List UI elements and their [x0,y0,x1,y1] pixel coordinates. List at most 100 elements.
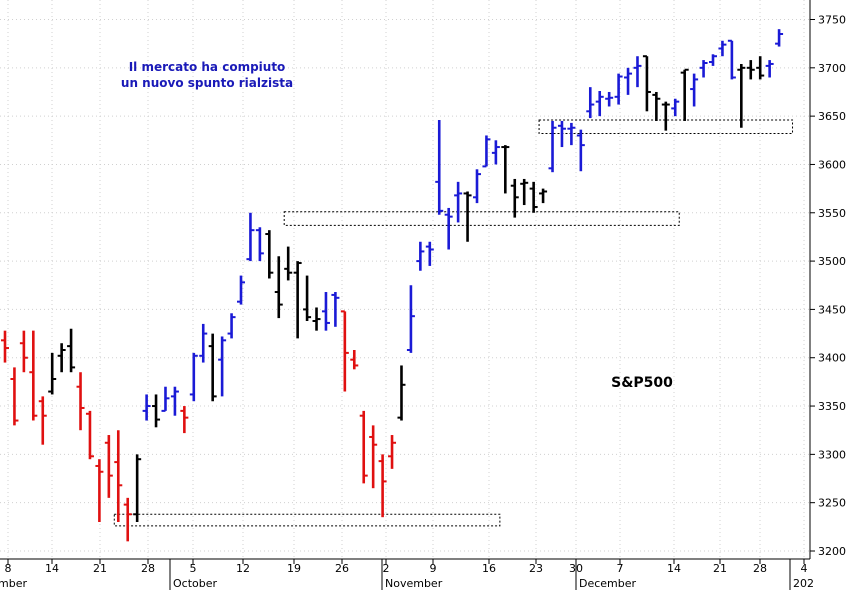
support-boxes [113,119,794,527]
ohlc-bar [567,122,576,146]
ohlc-bar [454,181,463,223]
ohlc-bar [10,367,19,426]
y-axis-ticks: 3200 3250 3300 3350 3400 3450 3500 3550 3600 3650… [810,14,846,558]
ohlc-bar [709,54,717,66]
ohlc-bar [699,60,708,78]
x-tick-label: 23 [529,562,543,575]
ohlc-bar [19,330,28,373]
month-label: October [173,577,217,590]
ohlc-bar [67,328,76,373]
ohlc-bar [85,410,94,460]
ohlc-bar [227,313,236,339]
annotation-line-2: un nuovo spunto rialzista [121,76,293,90]
ohlc-bar [133,454,142,523]
ohlc-bar [180,406,189,434]
ohlc-bar [614,73,623,105]
y-tick-label: 3600 [818,158,846,171]
ohlc-bar [756,56,765,80]
ohlc-bar [123,497,132,542]
ohlc-bar [29,330,38,421]
ohlc-bar [76,372,85,431]
ohlc-bar [444,207,453,250]
ohlc-bar [529,181,538,213]
ohlc-bar [775,29,784,47]
ohlc-bar [246,212,255,262]
x-tick-label: 28 [753,562,767,575]
y-tick-label: 3750 [818,14,846,27]
ohlc-bar [152,394,161,428]
ohlc-bar [255,227,264,262]
ohlc-bar [520,178,529,206]
y-tick-label: 3500 [818,255,846,268]
x-tick-label: 21 [713,562,727,575]
x-axis-ticks: 8 14 21 28 5 12 19 26 2 9 16 23 30 7 14 21 28 4 [5,559,808,575]
ohlc-bar [680,68,689,121]
x-tick-label: 5 [190,562,197,575]
ohlc-bar [265,230,274,279]
x-tick-label: 16 [482,562,496,575]
y-tick-label: 3650 [818,110,846,123]
ohlc-bar [199,323,208,363]
ohlc-bar [293,261,302,339]
month-label: 202 [793,577,814,590]
x-tick-label: 21 [93,562,107,575]
ohlc-bar [48,352,57,395]
x-tick-label: 12 [236,562,250,575]
ohlc-bar [737,63,746,128]
support-box [538,119,794,135]
support-box [283,211,680,226]
ohlc-bar [378,454,387,518]
ohlc-bar [237,275,245,305]
y-tick-label: 3400 [818,352,846,365]
x-tick-label: 8 [5,562,12,575]
ohlc-bar [388,435,397,469]
ohlc-bar [208,333,217,402]
ohlc-bar [350,349,359,370]
ohlc-bar [359,410,368,484]
ohlc-bar [218,336,227,397]
ohlc-bar [114,430,123,523]
ohlc-bar [38,396,47,445]
ohlc-bar [491,140,500,165]
month-label: mber [0,577,27,590]
ohlc-bar [671,98,680,117]
ohlc-bar [633,56,642,88]
ohlc-bar [142,394,151,421]
ohlc-bar [104,435,113,498]
ohlc-bar [661,101,670,131]
ohlc-bar [161,386,170,412]
ohlc-bar [369,425,378,489]
ohlc-bar [482,135,491,168]
ohlc-bar [652,91,661,121]
ohlc-bar [331,292,340,327]
ohlc-bar [416,241,425,271]
month-labels: mber October November December 202 [0,559,814,590]
ohlc-bar [406,285,415,353]
ohlc-bar [624,67,633,95]
x-tick-label: 7 [617,562,624,575]
month-label: November [385,577,443,590]
ohlc-bar [539,188,548,204]
ohlc-bar [397,365,406,421]
ohlc-bar [510,178,519,218]
ohlc-bar [765,60,774,78]
y-tick-label: 3250 [818,497,846,510]
x-tick-label: 19 [287,562,301,575]
ohlc-bar [425,241,434,266]
ohlc-bar [274,256,283,319]
annotation-line-1: Il mercato ha compiuto [129,60,286,74]
ohlc-bar [690,73,699,107]
ohlc-bar [303,275,312,322]
grid-lines [0,0,810,559]
ohlc-bar [746,60,755,80]
y-tick-label: 3550 [818,207,846,220]
month-label: December [579,577,637,590]
ohlc-bar [435,120,444,215]
x-tick-label: 28 [141,562,155,575]
ohlc-bar [473,169,481,204]
ohlc-bar [340,310,349,392]
ohlc-bar [321,292,330,331]
ohlc-bar [718,40,727,57]
x-tick-label: 26 [335,562,349,575]
